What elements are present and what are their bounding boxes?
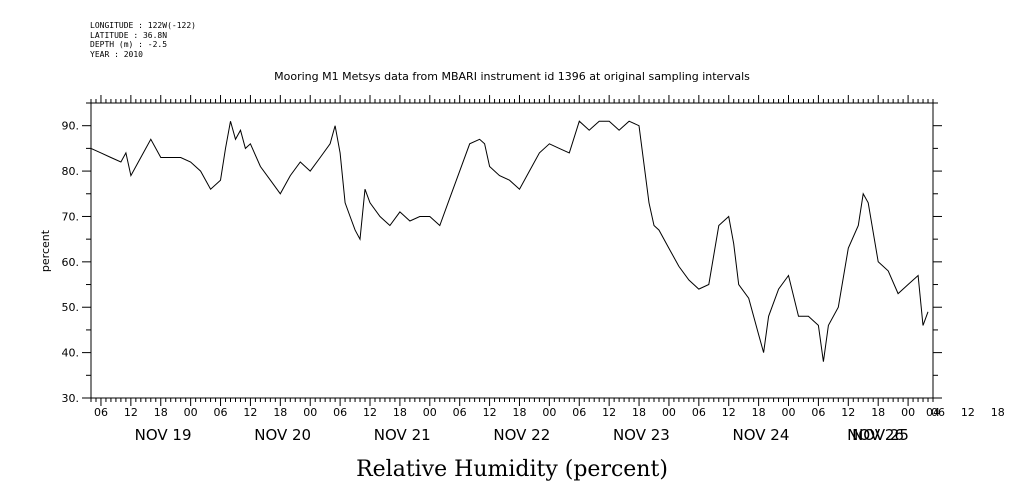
x-tick-label: 00 (662, 406, 676, 419)
longitude-text: LONGITUDE : 122W(-122) (90, 21, 196, 30)
x-day-label: NOV 21 (374, 426, 431, 444)
x-tick-label: 18 (752, 406, 766, 419)
chart-title: Mooring M1 Metsys data from MBARI instru… (274, 70, 750, 83)
x-tick-label: 06 (214, 406, 228, 419)
x-tick-label: 06 (931, 406, 945, 419)
x-tick-label: 06 (453, 406, 467, 419)
x-tick-label: 06 (333, 406, 347, 419)
station-info: LONGITUDE : 122W(-122) LATITUDE : 36.8N … (90, 21, 196, 59)
x-day-label: NOV 20 (254, 426, 311, 444)
plot-frame (90, 102, 934, 399)
x-tick-label: 00 (184, 406, 198, 419)
y-tick-label: 90. (62, 120, 80, 133)
y-tick-label: 80. (62, 165, 80, 178)
x-axis-label: Relative Humidity (percent) (356, 457, 668, 482)
x-tick-label: 12 (602, 406, 616, 419)
x-tick-label: 00 (542, 406, 556, 419)
y-axis-label: percent (39, 229, 52, 272)
x-tick-label: 12 (363, 406, 377, 419)
latitude-text: LATITUDE : 36.8N (90, 30, 168, 40)
x-day-label: NOV 22 (493, 426, 550, 444)
x-tick-label: 00 (423, 406, 437, 419)
x-tick-label: 12 (243, 406, 257, 419)
year-text: YEAR : 2010 (90, 49, 143, 59)
x-tick-label: 18 (512, 406, 526, 419)
y-tick-label: 60. (62, 256, 80, 269)
y-tick-label: 50. (62, 301, 80, 314)
x-tick-label: 18 (991, 406, 1005, 419)
x-day-label: NOV 26 (847, 426, 904, 444)
y-tick-label: 40. (62, 347, 80, 360)
x-day-label: NOV 23 (613, 426, 670, 444)
x-tick-label: 18 (871, 406, 885, 419)
x-tick-label: 12 (722, 406, 736, 419)
x-tick-label: 12 (961, 406, 975, 419)
x-tick-label: 06 (94, 406, 108, 419)
x-tick-label: 00 (782, 406, 796, 419)
x-tick-label: 06 (572, 406, 586, 419)
x-tick-label: 06 (692, 406, 706, 419)
x-tick-label: 18 (154, 406, 168, 419)
depth-text: DEPTH (m) : -2.5 (90, 40, 168, 50)
x-tick-label: 00 (901, 406, 915, 419)
x-tick-label: 18 (632, 406, 646, 419)
x-tick-label: 12 (124, 406, 138, 419)
x-tick-label: 18 (393, 406, 407, 419)
x-day-label: NOV 19 (135, 426, 192, 444)
x-tick-label: 04 (926, 406, 940, 419)
x-day-label: NOV 25 (852, 426, 909, 444)
x-day-label: NOV 24 (733, 426, 790, 444)
y-tick-label: 30. (62, 392, 80, 405)
axes: 06 12 18 00 06 12 18 00 06 12 18 00 06 12 18 00 06 12 18 00… (62, 95, 1005, 444)
x-tick-label: 12 (841, 406, 855, 419)
series-line (90, 120, 929, 362)
x-tick-label: 06 (811, 406, 825, 419)
x-tick-label: 00 (303, 406, 317, 419)
x-tick-label: 18 (273, 406, 287, 419)
y-tick-label: 70. (62, 210, 80, 223)
x-tick-label: 12 (483, 406, 497, 419)
